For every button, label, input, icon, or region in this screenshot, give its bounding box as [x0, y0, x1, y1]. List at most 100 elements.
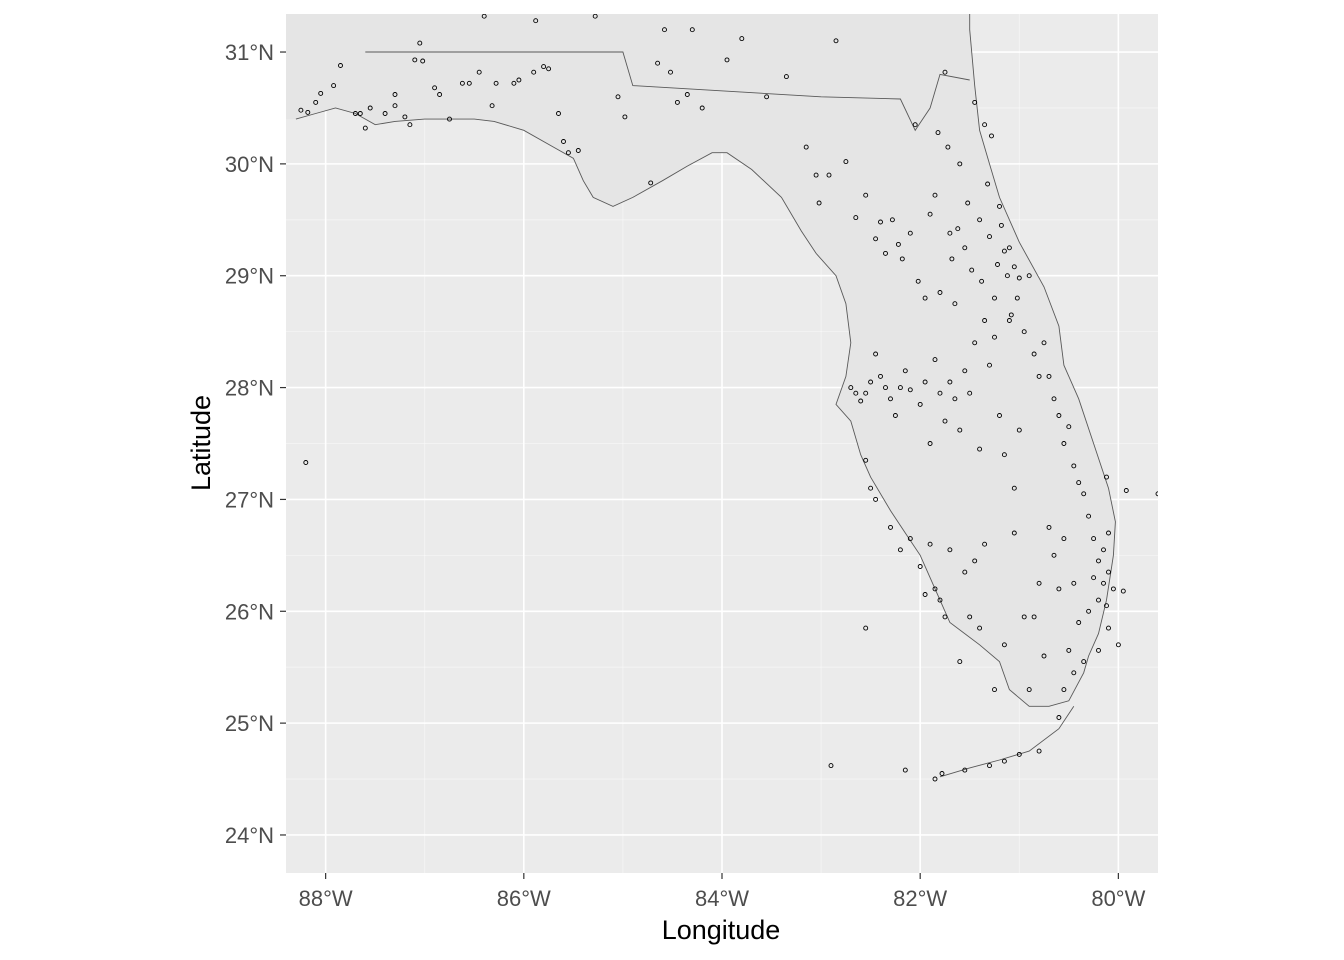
location-point — [932, 586, 938, 592]
x-tick-label: 86°W — [497, 886, 551, 911]
location-point — [338, 63, 343, 68]
location-point — [889, 217, 895, 223]
location-point — [833, 38, 839, 44]
location-point — [826, 172, 832, 178]
location-point — [987, 763, 992, 769]
location-point — [437, 92, 443, 97]
location-point — [1066, 424, 1072, 430]
location-point — [922, 295, 928, 301]
location-point — [1061, 441, 1067, 446]
location-point — [947, 547, 953, 553]
location-point — [848, 385, 854, 391]
location-point — [362, 125, 368, 131]
location-point — [459, 80, 465, 86]
x-axis-ticks: 88°W 86°W 84°W 82°W 80°W — [299, 873, 1146, 911]
location-point — [853, 390, 859, 396]
location-point — [985, 181, 991, 187]
location-point — [392, 103, 398, 109]
y-tick-label: 24°N — [225, 823, 274, 848]
location-point — [972, 340, 978, 346]
location-point — [992, 687, 997, 693]
location-point — [945, 144, 951, 150]
location-point — [942, 418, 948, 424]
location-point — [575, 148, 581, 153]
location-point — [813, 172, 819, 178]
location-point — [1110, 586, 1116, 592]
location-point — [987, 362, 992, 368]
location-point — [992, 295, 997, 301]
location-point — [907, 230, 913, 236]
location-point — [489, 103, 495, 109]
location-point — [932, 192, 938, 198]
location-point — [962, 767, 968, 773]
location-point — [952, 396, 958, 402]
y-axis-ticks: 24°N 25°N 26°N 27°N 28°N 29°N 30°N 31°N — [225, 40, 286, 848]
location-point — [1081, 659, 1087, 665]
location-point — [1001, 642, 1007, 648]
location-point — [868, 485, 874, 491]
florida-keys — [939, 706, 1075, 778]
location-point — [466, 80, 472, 86]
location-point — [979, 278, 985, 284]
location-point — [476, 69, 482, 75]
location-point — [546, 66, 552, 72]
y-tick-label: 27°N — [225, 487, 274, 512]
location-point — [883, 385, 888, 391]
location-point — [516, 77, 522, 83]
location-point — [1106, 569, 1111, 575]
location-point — [902, 767, 908, 773]
location-point — [1001, 758, 1007, 764]
location-point — [912, 122, 918, 128]
location-point — [1006, 318, 1012, 323]
location-point — [662, 27, 667, 33]
location-point — [565, 150, 571, 156]
location-point — [303, 460, 309, 465]
y-tick-label: 30°N — [225, 152, 274, 177]
location-point — [1004, 273, 1010, 279]
location-point — [998, 222, 1004, 228]
location-point — [949, 256, 955, 262]
location-point — [1046, 524, 1052, 530]
location-point — [967, 390, 973, 396]
location-point — [1056, 715, 1062, 720]
location-point — [989, 133, 994, 139]
location-point — [883, 250, 888, 256]
location-point — [828, 763, 834, 769]
location-point — [957, 161, 963, 167]
location-point — [417, 40, 423, 46]
location-point — [853, 215, 859, 221]
x-tick-label: 80°W — [1091, 886, 1145, 911]
location-point — [917, 401, 923, 407]
location-point — [907, 536, 913, 542]
location-point — [367, 105, 373, 111]
location-point — [412, 57, 418, 63]
location-point — [1031, 614, 1037, 620]
location-point — [897, 547, 903, 553]
location-point — [917, 564, 923, 569]
location-point — [1056, 586, 1062, 592]
location-point — [1061, 687, 1067, 693]
location-point — [947, 379, 953, 385]
location-point — [1106, 625, 1111, 631]
florida-coastline — [295, 14, 1116, 707]
location-point — [402, 114, 408, 120]
location-point — [1096, 647, 1101, 653]
location-point — [1066, 647, 1072, 653]
location-point — [668, 69, 673, 75]
location-point — [992, 334, 997, 340]
location-point — [952, 301, 958, 307]
location-point — [1120, 588, 1126, 594]
location-point — [935, 130, 941, 136]
location-point — [1008, 312, 1014, 318]
location-point — [511, 80, 517, 86]
state-border-al-fl — [365, 51, 970, 132]
location-point — [1096, 558, 1101, 564]
location-point — [1011, 530, 1017, 536]
location-point — [1046, 373, 1052, 379]
location-point — [982, 541, 988, 547]
location-point — [739, 36, 745, 42]
location-point — [977, 217, 983, 223]
location-point — [1081, 491, 1087, 497]
location-point — [939, 771, 945, 776]
location-point — [982, 318, 988, 323]
